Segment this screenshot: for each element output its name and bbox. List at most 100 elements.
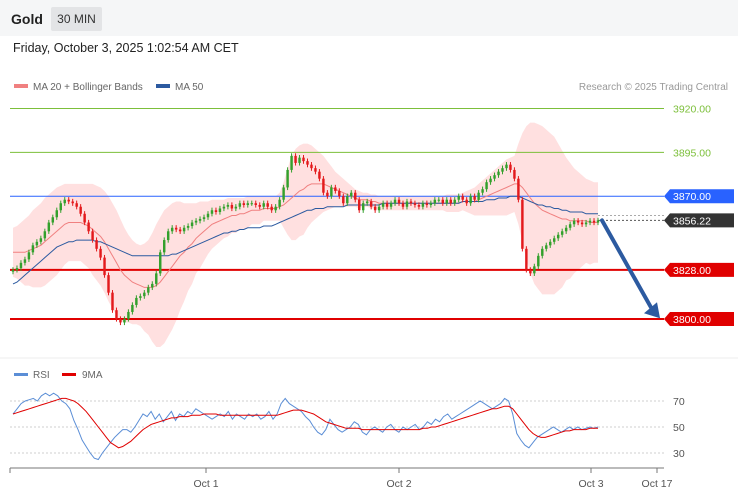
candle-body [162,240,166,253]
candle-body [210,210,214,214]
moving-averages [12,183,598,288]
ma20-legend-label: MA 20 + Bollinger Bands [33,82,143,93]
symbol-title: Gold [11,11,43,27]
candle [115,307,118,322]
rsi-ma-legend-swatch [62,373,76,376]
rsi-tick-50: 50 [673,422,685,434]
candle-body [135,297,138,305]
candle [270,204,273,213]
candle-body [405,201,409,207]
candle-body [47,222,51,232]
price-levels [10,108,664,320]
candle-body [461,196,464,200]
level-label-3800.00: 3800.00 [673,314,711,326]
candle [342,193,345,206]
candle-body [322,178,325,193]
candle [302,155,305,164]
candle-body [214,210,218,212]
candle [469,193,472,206]
candle-body [202,217,206,220]
candle-body [549,241,552,246]
timeframe-badge[interactable]: 30 MIN [51,7,102,31]
candle-body [513,169,516,179]
candle [266,200,269,210]
forecast-arrow-head [644,302,660,319]
candle-body [453,199,456,204]
candle [278,197,281,210]
candle-body [537,255,540,267]
candle-body [71,201,74,204]
candle-body [59,203,62,211]
rsi-ma-line [12,397,598,449]
candle-body [517,178,520,200]
candle [39,235,43,245]
candle [576,218,580,226]
candle [501,165,504,175]
candle-body [274,206,277,211]
candle [497,169,500,178]
candle-body [95,240,98,249]
candle-body [178,229,182,232]
candle-body [119,318,122,323]
candle [465,197,468,206]
rsi-ma-legend-label: 9MA [82,370,103,381]
candle-body [493,175,496,179]
candle-body [43,231,47,239]
chart-header: Gold 30 MIN [0,0,738,36]
candle-body [286,169,289,188]
candle-body [99,248,102,258]
candle-body [350,192,353,197]
candle [59,200,62,213]
level-label-3856.22: 3856.22 [673,215,711,227]
candle-body [79,206,82,214]
candle-body [258,204,261,207]
candle [541,246,544,259]
candle [294,153,297,166]
candle-body [262,203,265,207]
candle-body [533,266,536,274]
candle-body [83,213,86,223]
candle-body [413,203,417,205]
timestamp: Friday, October 3, 2025 1:02:54 AM CET [13,41,239,55]
candlesticks [11,153,600,326]
candle [190,219,194,229]
candle-body [238,203,242,207]
candle-body [290,155,293,170]
candle [274,204,277,213]
candle [580,219,584,227]
candle [401,200,405,210]
candle [238,200,242,210]
candle-body [354,192,357,200]
candle-body [465,199,468,204]
forecast-arrow-shaft [600,218,654,312]
candle [385,200,389,210]
candle [318,169,321,182]
candle-body [103,257,106,276]
rsi-tick-70: 70 [673,396,685,408]
candle [513,167,516,182]
rsi-panel: 70 50 30 [10,392,685,461]
candle-body [596,220,600,223]
candle [326,190,329,199]
candle-body [19,262,23,269]
candle-body [143,292,146,297]
candle-body [91,231,94,241]
candle-body [174,227,178,230]
candle-body [437,199,441,201]
candle-body [580,222,584,225]
candle [517,176,520,203]
candle-body [357,199,361,211]
candle-body [67,199,70,202]
candle [409,198,413,206]
candle-body [139,296,142,298]
candle [155,270,158,287]
level-label-3895.00: 3895.00 [673,147,711,159]
candle [99,246,102,261]
candle-body [433,199,437,204]
candle [322,176,325,196]
candle-body [222,206,226,209]
candle-body [27,252,31,260]
candle-body [234,206,238,209]
candle-body [481,189,484,193]
candle [119,316,122,326]
